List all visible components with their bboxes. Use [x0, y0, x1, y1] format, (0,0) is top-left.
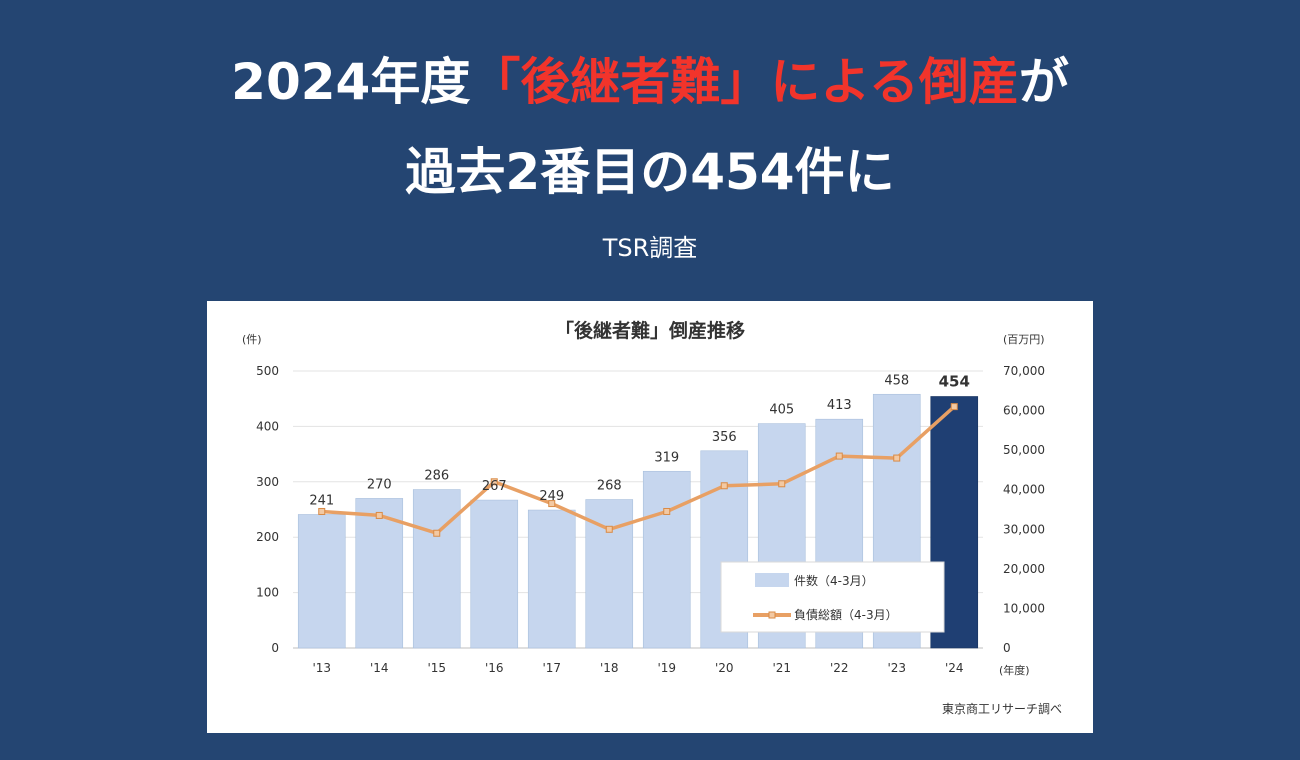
y-right-tick-label: 40,000: [1003, 483, 1045, 497]
x-tick-label: '19: [657, 661, 676, 675]
x-tick-label: '14: [370, 661, 389, 675]
x-unit: (年度): [999, 663, 1030, 677]
chart-svg: 0 100 200 300 400 500 0 10,000 20,000 30,000 40,00…: [242, 319, 1062, 716]
line-point: [433, 529, 441, 537]
x-tick-label: '17: [542, 661, 561, 675]
legend-bar-swatch: [755, 573, 789, 587]
line-series: [321, 405, 956, 535]
source-tag: TSR調査: [602, 234, 698, 262]
line-point: [950, 403, 958, 411]
bar-value-label: 249: [539, 489, 564, 504]
legend-line-marker: [768, 611, 776, 619]
x-tick-label: '15: [427, 661, 446, 675]
line-point: [663, 507, 671, 515]
x-tick-label: '20: [715, 661, 734, 675]
chart-source: 東京商工リサーチ調べ: [942, 701, 1062, 716]
bar: [527, 509, 576, 649]
bar-value-label: 405: [769, 403, 794, 418]
headline-year: 2024年度: [231, 53, 471, 111]
bar: [297, 514, 346, 649]
bar-value-label: 454: [939, 372, 970, 390]
legend-bar-label: 件数（4-3月）: [794, 573, 874, 588]
line-point: [375, 511, 383, 519]
y-left-tick-label: 400: [256, 419, 279, 433]
bar: [470, 499, 519, 649]
x-tick-label: '23: [887, 661, 906, 675]
x-tick-label: '18: [600, 661, 619, 675]
legend-line-label: 負債総額（4-3月）: [794, 607, 898, 622]
bar-value-label: 413: [827, 398, 852, 413]
y-left-tick-label: 300: [256, 475, 279, 489]
y-left-tick-label: 100: [256, 586, 279, 600]
y-right-unit: (百万円): [1003, 333, 1045, 346]
bar-value-label: 267: [482, 479, 507, 494]
bar-value-label: 458: [884, 373, 909, 388]
y-right-tick-label: 20,000: [1003, 562, 1045, 576]
line-point: [605, 525, 613, 533]
y-right-tick-label: 10,000: [1003, 601, 1045, 615]
x-tick-label: '22: [830, 661, 849, 675]
x-tick-label: '16: [485, 661, 504, 675]
headline-line-1: 2024年度「後継者難」による倒産が: [0, 52, 1300, 112]
y-left-unit: (件): [242, 333, 262, 346]
headline-suffix: が: [1018, 53, 1069, 111]
x-tick-label: '21: [772, 661, 791, 675]
bar-value-label: 270: [367, 477, 392, 492]
y-left-tick-label: 500: [256, 364, 279, 378]
bar-value-label: 319: [654, 450, 679, 465]
x-tick-label: '13: [312, 661, 331, 675]
bar-value-label: 268: [597, 479, 622, 494]
line-point: [490, 478, 498, 486]
headline-highlight: 「後継者難」による倒産: [470, 53, 1019, 111]
line-point: [548, 500, 556, 508]
line-point: [835, 452, 843, 460]
line-point: [778, 480, 786, 488]
chart-card: 0 100 200 300 400 500 0 10,000 20,000 30,000 40,00…: [207, 301, 1093, 733]
y-left-tick-label: 200: [256, 530, 279, 544]
bar: [355, 498, 404, 649]
line-point: [720, 482, 728, 490]
bar-value-label: 286: [424, 469, 449, 484]
y-right-tick-label: 50,000: [1003, 443, 1045, 457]
bar-value-label: 356: [712, 430, 737, 445]
legend: 件数（4-3月） 負債総額（4-3月）: [720, 561, 945, 633]
x-tick-label: '24: [945, 661, 964, 675]
bar-value-label: 241: [309, 493, 334, 508]
bar: [642, 470, 691, 649]
line-point: [893, 454, 901, 462]
line-point: [318, 507, 326, 515]
y-right-tick-label: 60,000: [1003, 404, 1045, 418]
headline-line-2: 過去2番目の454件に: [405, 143, 895, 201]
y-right-tick-label: 0: [1003, 641, 1011, 655]
y-right-tick-label: 30,000: [1003, 522, 1045, 536]
y-right-tick-label: 70,000: [1003, 364, 1045, 378]
y-left-tick-label: 0: [271, 641, 279, 655]
bar: [412, 489, 461, 649]
chart-title: 「後継者難」倒産推移: [555, 319, 745, 342]
